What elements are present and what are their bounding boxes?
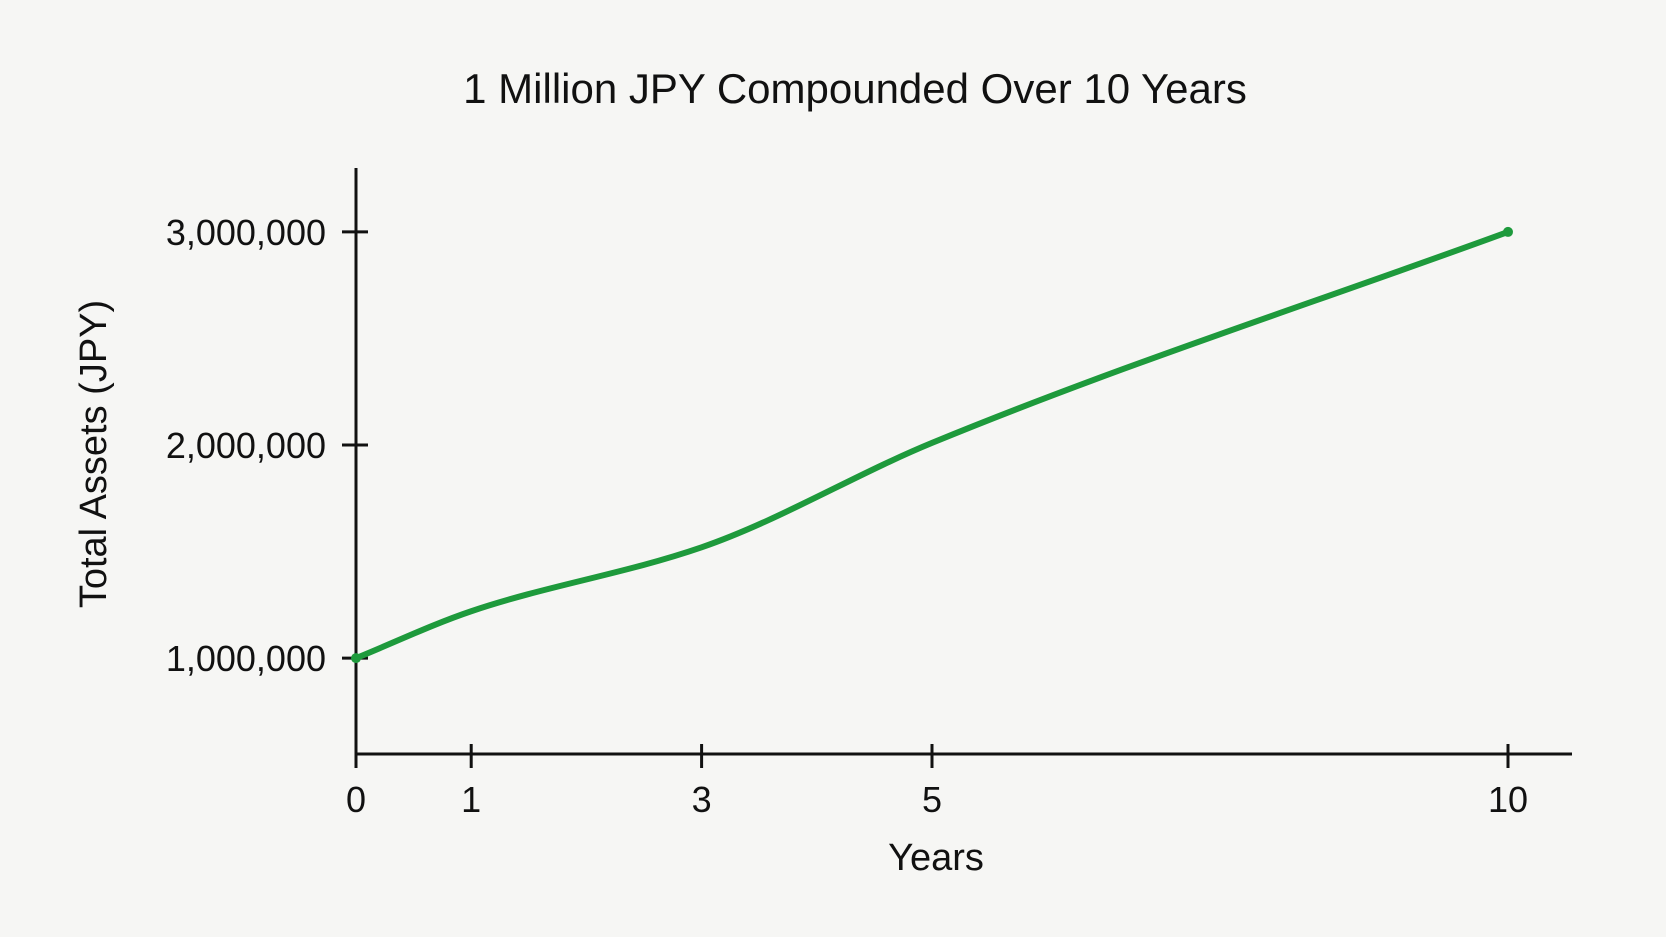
y-axis-ticks: 1,000,000 2,000,000 3,000,000 xyxy=(166,212,368,679)
series-line xyxy=(353,228,1511,662)
x-axis-ticks: 0 1 3 5 10 xyxy=(346,744,1528,820)
x-tick-label: 3 xyxy=(692,779,712,820)
series-endpoint xyxy=(351,653,361,664)
x-tick-label: 0 xyxy=(346,779,366,820)
y-tick-label: 3,000,000 xyxy=(166,212,326,253)
chart-title: 1 Million JPY Compounded Over 10 Years xyxy=(463,65,1247,112)
x-tick-label: 10 xyxy=(1488,779,1528,820)
x-tick-label: 5 xyxy=(922,779,942,820)
x-tick-label: 1 xyxy=(461,779,481,820)
y-tick-label: 1,000,000 xyxy=(166,638,326,679)
series-layer xyxy=(351,226,1513,664)
series-endpoint xyxy=(1503,226,1513,237)
x-axis-label: Years xyxy=(888,837,984,879)
y-tick-label: 2,000,000 xyxy=(166,425,326,466)
y-axis-label: Total Assets (JPY) xyxy=(73,300,115,608)
